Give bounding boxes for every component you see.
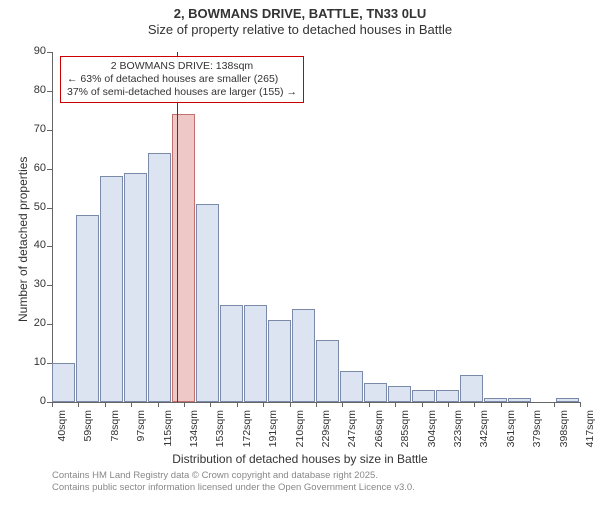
- chart-subtitle: Size of property relative to detached ho…: [0, 22, 600, 37]
- x-tick-mark: [290, 402, 291, 407]
- histogram-bar: [220, 305, 243, 402]
- histogram-bar: [556, 398, 579, 402]
- x-tick-label: 398sqm: [558, 410, 570, 458]
- y-tick-label: 10: [22, 356, 46, 368]
- y-tick-mark: [47, 324, 52, 325]
- x-tick-mark: [131, 402, 132, 407]
- histogram-bar: [148, 153, 171, 402]
- x-tick-mark: [554, 402, 555, 407]
- x-tick-label: 285sqm: [399, 410, 411, 458]
- chart-title: 2, BOWMANS DRIVE, BATTLE, TN33 0LU: [0, 6, 600, 21]
- y-tick-mark: [47, 208, 52, 209]
- y-tick-mark: [47, 246, 52, 247]
- histogram-bar: [76, 215, 99, 402]
- y-tick-mark: [47, 91, 52, 92]
- x-tick-label: 153sqm: [214, 410, 226, 458]
- x-tick-label: 342sqm: [478, 410, 490, 458]
- y-tick-mark: [47, 169, 52, 170]
- x-tick-mark: [263, 402, 264, 407]
- y-tick-label: 60: [22, 162, 46, 174]
- y-tick-label: 50: [22, 201, 46, 213]
- x-tick-mark: [237, 402, 238, 407]
- y-tick-label: 0: [22, 395, 46, 407]
- annotation-line: ← 63% of detached houses are smaller (26…: [67, 73, 297, 86]
- histogram-bar: [172, 114, 195, 402]
- y-tick-label: 90: [22, 45, 46, 57]
- x-tick-label: 172sqm: [241, 410, 253, 458]
- credits-line: Contains HM Land Registry data © Crown c…: [52, 470, 415, 482]
- x-tick-mark: [527, 402, 528, 407]
- x-tick-mark: [474, 402, 475, 407]
- x-tick-mark: [105, 402, 106, 407]
- histogram-bar: [412, 390, 435, 402]
- histogram-bar: [436, 390, 459, 402]
- x-tick-label: 229sqm: [320, 410, 332, 458]
- x-tick-mark: [210, 402, 211, 407]
- x-tick-mark: [395, 402, 396, 407]
- histogram-bar: [196, 204, 219, 402]
- marker-line: [177, 52, 178, 402]
- histogram-bar: [268, 320, 291, 402]
- histogram-bar: [316, 340, 339, 402]
- credits-line: Contains public sector information licen…: [52, 482, 415, 494]
- x-tick-label: 40sqm: [56, 410, 68, 458]
- x-tick-label: 134sqm: [188, 410, 200, 458]
- y-tick-label: 80: [22, 84, 46, 96]
- x-tick-label: 361sqm: [505, 410, 517, 458]
- x-tick-mark: [184, 402, 185, 407]
- x-tick-mark: [52, 402, 53, 407]
- annotation-box: 2 BOWMANS DRIVE: 138sqm← 63% of detached…: [60, 56, 304, 103]
- histogram-bar: [484, 398, 507, 402]
- x-tick-label: 78sqm: [109, 410, 121, 458]
- x-tick-mark: [501, 402, 502, 407]
- y-tick-mark: [47, 130, 52, 131]
- x-tick-mark: [369, 402, 370, 407]
- histogram-bar: [460, 375, 483, 402]
- histogram-bar: [388, 386, 411, 402]
- x-tick-mark: [580, 402, 581, 407]
- x-tick-label: 266sqm: [373, 410, 385, 458]
- x-tick-mark: [316, 402, 317, 407]
- x-tick-label: 417sqm: [584, 410, 596, 458]
- x-tick-label: 97sqm: [135, 410, 147, 458]
- y-tick-label: 70: [22, 123, 46, 135]
- x-tick-mark: [448, 402, 449, 407]
- histogram-bar: [244, 305, 267, 402]
- x-tick-label: 59sqm: [82, 410, 94, 458]
- x-tick-label: 304sqm: [426, 410, 438, 458]
- y-tick-mark: [47, 52, 52, 53]
- x-tick-label: 210sqm: [294, 410, 306, 458]
- x-tick-mark: [158, 402, 159, 407]
- annotation-line: 37% of semi-detached houses are larger (…: [67, 86, 297, 99]
- x-tick-label: 247sqm: [346, 410, 358, 458]
- x-tick-label: 115sqm: [162, 410, 174, 458]
- credits-text: Contains HM Land Registry data © Crown c…: [52, 470, 415, 494]
- histogram-bar: [340, 371, 363, 402]
- y-tick-label: 20: [22, 317, 46, 329]
- histogram-bar: [52, 363, 75, 402]
- histogram-bar: [100, 176, 123, 402]
- histogram-bar: [124, 173, 147, 402]
- histogram-bar: [364, 383, 387, 402]
- y-tick-label: 40: [22, 239, 46, 251]
- histogram-bar: [292, 309, 315, 402]
- y-tick-label: 30: [22, 278, 46, 290]
- x-tick-label: 323sqm: [452, 410, 464, 458]
- annotation-line: 2 BOWMANS DRIVE: 138sqm: [67, 60, 297, 73]
- x-tick-label: 191sqm: [267, 410, 279, 458]
- x-tick-mark: [78, 402, 79, 407]
- y-tick-mark: [47, 285, 52, 286]
- x-tick-label: 379sqm: [531, 410, 543, 458]
- x-tick-mark: [422, 402, 423, 407]
- x-tick-mark: [342, 402, 343, 407]
